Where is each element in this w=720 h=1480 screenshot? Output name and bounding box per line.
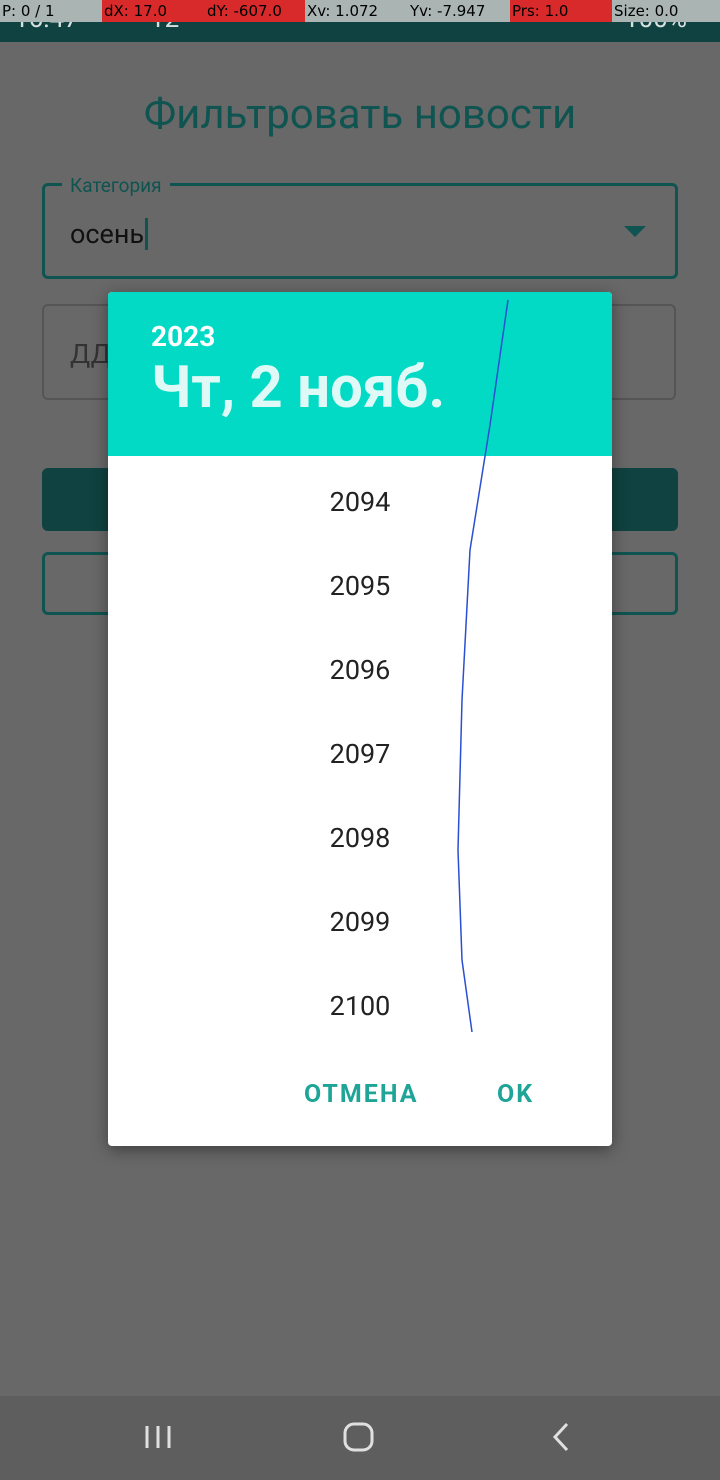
pointer-trace bbox=[457, 299, 509, 1033]
ok-button[interactable]: OK bbox=[497, 1080, 535, 1109]
xv-info: Xv: 1.072 bbox=[305, 0, 408, 22]
date-placeholder: ДД bbox=[70, 338, 111, 370]
dx-info: dX: 17.0 bbox=[102, 0, 205, 22]
yv-info: Yv: -7.947 bbox=[408, 0, 510, 22]
year-option[interactable]: 2094 bbox=[329, 486, 391, 518]
year-option[interactable]: 2097 bbox=[329, 738, 391, 770]
cancel-button[interactable]: ОТМЕНА bbox=[304, 1080, 419, 1109]
category-value: осень bbox=[70, 218, 149, 250]
size-info: Size: 0.0 bbox=[612, 0, 720, 22]
header-date[interactable]: Чт, 2 нояб. bbox=[151, 354, 446, 422]
year-option[interactable]: 2100 bbox=[329, 990, 391, 1022]
dialog-header bbox=[108, 292, 612, 456]
category-field[interactable] bbox=[42, 183, 678, 279]
category-label: Категория bbox=[62, 174, 170, 197]
year-option[interactable]: 2099 bbox=[329, 906, 391, 938]
nav-bar bbox=[0, 1396, 720, 1480]
year-option[interactable]: 2095 bbox=[329, 570, 391, 602]
title: Фильтровать новости bbox=[143, 90, 577, 139]
prs-info: Prs: 1.0 bbox=[510, 0, 612, 22]
dy-info: dY: -607.0 bbox=[205, 0, 305, 22]
year-option[interactable]: 2096 bbox=[329, 654, 391, 686]
year-option[interactable]: 2098 bbox=[329, 822, 391, 854]
nav-icons bbox=[145, 1422, 569, 1452]
header-year[interactable]: 2023 bbox=[151, 320, 216, 353]
dropdown-arrow bbox=[624, 226, 646, 237]
pointer-info: P: 0 / 1 bbox=[0, 0, 102, 22]
